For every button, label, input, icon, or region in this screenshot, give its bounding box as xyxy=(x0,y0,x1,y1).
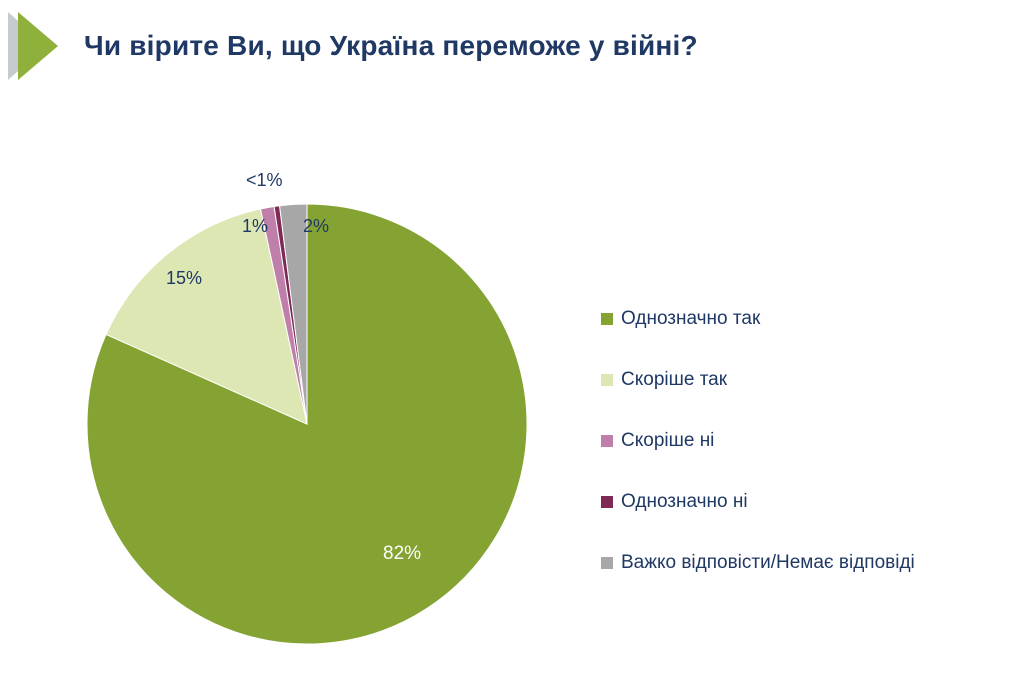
pie-chart: 82% 15% 1% <1% 2% xyxy=(85,170,531,652)
pie-slice-4 xyxy=(278,203,308,425)
legend-swatch-rather-no xyxy=(601,435,613,447)
legend-swatch-hard-to-answer xyxy=(601,557,613,569)
legend-item-rather-no: Скоріше ні xyxy=(601,430,915,452)
legend-label-rather-yes: Скоріше так xyxy=(621,369,728,390)
legend-swatch-rather-yes xyxy=(601,374,613,386)
legend-item-definitely-yes: Однозначно так xyxy=(601,308,915,330)
legend-swatch-definitely-no xyxy=(601,496,613,508)
data-label-definitely-no: <1% xyxy=(246,170,283,190)
title-bullet-icon xyxy=(6,10,66,82)
pie-slice-1 xyxy=(105,208,308,425)
legend-label-definitely-yes: Однозначно так xyxy=(621,308,761,329)
pie-svg xyxy=(86,203,528,645)
page-title: Чи вірите Ви, що Україна переможе у війн… xyxy=(84,30,698,61)
legend-item-hard-to-answer: Важко відповісти/Немає відповіді xyxy=(601,552,915,574)
legend-label-definitely-no: Однозначно ні xyxy=(621,491,748,512)
legend-swatch-definitely-yes xyxy=(601,313,613,325)
legend-item-rather-yes: Скоріше так xyxy=(601,369,915,391)
legend: Однозначно так Скоріше так Скоріше ні Од… xyxy=(601,308,915,574)
legend-item-definitely-no: Однозначно ні xyxy=(601,491,915,513)
data-label-rather-no: 1% xyxy=(242,216,269,236)
legend-label-rather-no: Скоріше ні xyxy=(621,430,715,451)
data-label-rather-yes: 15% xyxy=(166,268,203,288)
legend-label-hard-to-answer: Важко відповісти/Немає відповіді xyxy=(621,552,915,573)
data-label-hard-to-answer: 2% xyxy=(303,216,330,236)
data-label-definitely-yes: 82% xyxy=(383,543,422,564)
